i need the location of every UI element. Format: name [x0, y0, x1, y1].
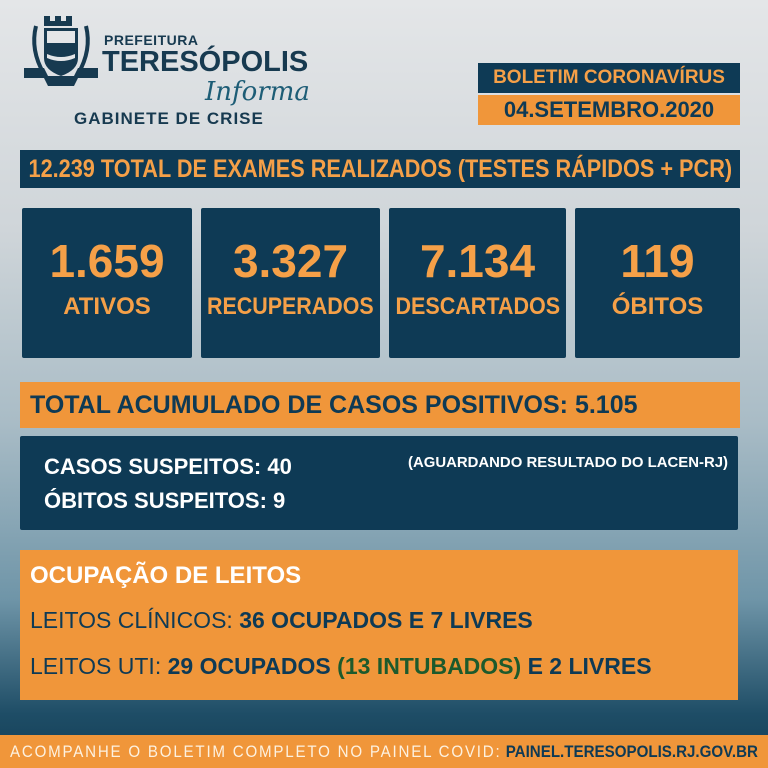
bulletin-title-box: BOLETIM CORONAVÍRUS	[478, 63, 740, 93]
stat-label: ÓBITOS	[611, 293, 704, 320]
stat-card-recuperados: 3.327 RECUPERADOS	[201, 208, 380, 358]
stat-value: 119	[620, 235, 695, 287]
stat-value: 3.327	[232, 235, 349, 287]
cumulative-label: TOTAL ACUMULADO DE CASOS POSITIVOS:	[30, 391, 568, 419]
exams-count: 12.239	[27, 155, 95, 183]
lacen-note-box: (AGUARDANDO RESULTADO DO LACEN-RJ)	[408, 454, 728, 472]
exams-label: TOTAL DE EXAMES REALIZADOS (TESTES RÁPID…	[100, 155, 732, 183]
icu-beds: LEITOS UTI: 29 OCUPADOS (13 INTUBADOS) E…	[30, 652, 728, 680]
informa-label: Informa	[205, 77, 310, 107]
stat-value: 7.134	[419, 235, 536, 287]
bulletin-title: BOLETIM CORONAVÍRUS	[493, 67, 725, 88]
clinical-value: 36 OCUPADOS E 7 LIVRES	[239, 607, 533, 633]
stat-label: DESCARTADOS	[394, 293, 560, 320]
suspect-cases-text: CASOS SUSPEITOS: 40	[44, 454, 292, 480]
icu-occupied: 29 OCUPADOS	[167, 653, 331, 679]
suspect-cases-label: CASOS SUSPEITOS:	[44, 454, 262, 479]
bed-occupancy-panel: OCUPAÇÃO DE LEITOS LEITOS CLÍNICOS: 36 O…	[20, 550, 738, 700]
exams-text: 12.239 TOTAL DE EXAMES REALIZADOS (TESTE…	[28, 150, 732, 188]
icu-label: LEITOS UTI:	[30, 653, 162, 679]
clinical-beds-text: LEITOS CLÍNICOS: 36 OCUPADOS E 7 LIVRES	[30, 606, 533, 634]
cumulative-text: TOTAL ACUMULADO DE CASOS POSITIVOS: 5.10…	[30, 382, 638, 428]
footer-text: ACOMPANHE O BOLETIM COMPLETO NO PAINEL C…	[10, 742, 502, 761]
total-exams-banner: 12.239 TOTAL DE EXAMES REALIZADOS (TESTE…	[20, 150, 740, 188]
suspect-deaths: ÓBITOS SUSPEITOS: 9	[44, 488, 384, 514]
stat-card-descartados: 7.134 DESCARTADOS	[389, 208, 566, 358]
icu-beds-text: LEITOS UTI: 29 OCUPADOS (13 INTUBADOS) E…	[30, 652, 652, 680]
cumulative-value: 5.105	[574, 391, 638, 419]
stat-card-ativos: 1.659 ATIVOS	[22, 208, 192, 358]
lacen-note: (AGUARDANDO RESULTADO DO LACEN-RJ)	[408, 454, 729, 471]
bulletin-date-box: 04.SETEMBRO.2020	[478, 95, 740, 125]
footer-content: ACOMPANHE O BOLETIM COMPLETO NO PAINEL C…	[10, 735, 758, 768]
suspect-deaths-label: ÓBITOS SUSPEITOS:	[44, 488, 267, 513]
clinical-label: LEITOS CLÍNICOS:	[30, 607, 233, 633]
city-name: TERESÓPOLIS	[102, 46, 309, 78]
suspect-cases: CASOS SUSPEITOS: 40	[44, 454, 384, 480]
panel-url-link[interactable]: PAINEL.TERESOPOLIS.RJ.GOV.BR	[505, 742, 758, 761]
stat-card-obitos: 119 ÓBITOS	[575, 208, 740, 358]
clinical-beds: LEITOS CLÍNICOS: 36 OCUPADOS E 7 LIVRES	[30, 606, 728, 634]
city-coat-of-arms-logo	[24, 16, 98, 86]
beds-title: OCUPAÇÃO DE LEITOS	[30, 562, 302, 589]
stat-value: 1.659	[49, 235, 165, 287]
gabinete-label: GABINETE DE CRISE	[74, 109, 264, 128]
prefeitura-label: PREFEITURA	[104, 32, 199, 48]
suspect-deaths-value: 9	[273, 488, 286, 513]
bulletin-date: 04.SETEMBRO.2020	[503, 97, 715, 122]
icu-intubated: (13 INTUBADOS)	[337, 653, 522, 679]
cumulative-cases-banner: TOTAL ACUMULADO DE CASOS POSITIVOS: 5.10…	[20, 382, 740, 428]
stat-label: RECUPERADOS	[206, 293, 374, 320]
footer-banner: ACOMPANHE O BOLETIM COMPLETO NO PAINEL C…	[0, 735, 768, 768]
stat-label: ATIVOS	[63, 293, 151, 320]
suspects-panel: CASOS SUSPEITOS: 40 ÓBITOS SUSPEITOS: 9 …	[20, 436, 738, 530]
suspect-cases-value: 40	[267, 454, 292, 479]
icu-free: E 2 LIVRES	[527, 653, 652, 679]
suspect-deaths-text: ÓBITOS SUSPEITOS: 9	[44, 488, 285, 514]
